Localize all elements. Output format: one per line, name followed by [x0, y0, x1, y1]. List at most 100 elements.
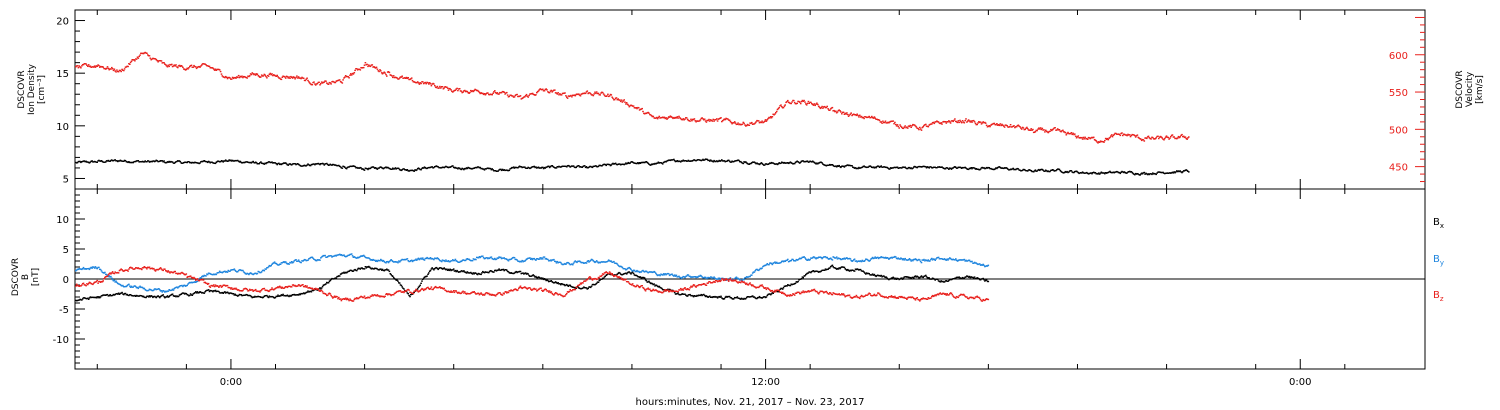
b-point-by	[799, 257, 801, 259]
b-point-bz	[110, 273, 112, 275]
b-point-bx	[891, 277, 894, 279]
b-point-bx	[493, 271, 495, 273]
velocity-point	[628, 106, 631, 108]
b-point-bx	[697, 295, 699, 297]
density-point	[1080, 172, 1082, 174]
velocity-point	[350, 73, 352, 75]
velocity-point	[845, 113, 847, 115]
b-point-bx	[949, 278, 952, 281]
velocity-point	[260, 76, 262, 78]
b-point-by	[972, 262, 974, 264]
b-point-bx	[823, 269, 825, 271]
b-point-bx	[724, 296, 727, 299]
b-point-bx	[589, 286, 591, 288]
b-point-by	[267, 266, 270, 268]
velocity-point	[416, 81, 419, 83]
velocity-point	[291, 77, 294, 79]
density-point	[739, 161, 741, 163]
density-point	[1060, 170, 1062, 173]
b-point-by	[382, 259, 385, 262]
velocity-point	[821, 105, 823, 108]
density-point	[583, 165, 585, 167]
b-point-by	[463, 259, 465, 261]
density-point	[1171, 171, 1174, 173]
b-point-by	[871, 257, 873, 260]
b-point-by	[224, 270, 226, 272]
b-point-bx	[222, 292, 224, 294]
b-point-by	[895, 256, 897, 258]
b-point-bx	[953, 278, 955, 280]
b-point-bz	[176, 272, 178, 275]
b-point-by	[449, 260, 451, 263]
density-point	[348, 166, 350, 168]
density-point	[1002, 167, 1004, 169]
b-point-by	[580, 261, 583, 264]
density-point	[224, 159, 227, 161]
b-point-bx	[283, 295, 285, 297]
velocity-point	[392, 76, 394, 79]
density-point	[131, 161, 134, 164]
velocity-point	[544, 88, 547, 91]
b-point-bx	[745, 297, 747, 300]
velocity-point	[719, 117, 721, 119]
density-point	[808, 161, 810, 163]
b-point-by	[247, 273, 249, 275]
density-point	[291, 163, 294, 165]
velocity-point	[607, 95, 610, 98]
b-point-bx	[224, 292, 227, 294]
b-point-bz	[164, 268, 166, 270]
velocity-point	[952, 120, 954, 123]
b-point-by	[298, 260, 301, 263]
b-point-bx	[306, 291, 308, 293]
density-point	[783, 161, 786, 164]
velocity-point	[285, 75, 288, 77]
density-point	[276, 163, 278, 166]
density-point	[1008, 169, 1010, 171]
velocity-point	[1092, 136, 1095, 138]
b-point-by	[552, 259, 554, 261]
velocity-point	[517, 95, 519, 98]
b-point-bx	[618, 271, 620, 274]
velocity-point	[536, 91, 539, 93]
b-point-by	[766, 263, 769, 265]
b-point-bx	[860, 270, 863, 272]
velocity-point	[167, 64, 170, 66]
density-point	[1094, 172, 1097, 174]
density-point	[1056, 169, 1058, 171]
b-point-bx	[895, 277, 897, 279]
b-point-bx	[95, 297, 98, 299]
b-point-bx	[185, 293, 188, 295]
b-point-bx	[451, 269, 453, 271]
velocity-point	[1170, 135, 1172, 138]
legend-entry: Bz	[1433, 290, 1444, 303]
b-point-bx	[399, 284, 402, 286]
b-point-by	[290, 262, 292, 264]
velocity-point	[347, 76, 350, 78]
velocity-point	[533, 94, 535, 96]
velocity-point	[1161, 137, 1163, 139]
density-point	[515, 166, 517, 169]
density-point	[948, 168, 950, 170]
velocity-point	[1020, 127, 1022, 129]
density-point	[864, 166, 866, 168]
density-point	[278, 162, 280, 164]
density-point	[601, 165, 603, 167]
density-point	[306, 164, 308, 166]
b-point-by	[170, 289, 172, 292]
velocity-point	[1002, 125, 1005, 127]
density-point	[1011, 168, 1014, 170]
velocity-point	[1047, 131, 1050, 134]
velocity-point	[217, 68, 219, 71]
velocity-point	[734, 122, 737, 124]
b-point-by	[102, 272, 104, 274]
b-point-bx	[145, 296, 147, 299]
density-point	[1159, 171, 1162, 174]
b-point-bx	[645, 280, 648, 282]
b-point-by	[175, 286, 177, 289]
b-point-bx	[304, 292, 307, 294]
b-point-by	[880, 256, 882, 258]
b-point-bx	[634, 274, 637, 277]
density-point	[526, 167, 529, 169]
velocity-point	[1098, 141, 1101, 143]
b-point-bx	[457, 270, 459, 273]
